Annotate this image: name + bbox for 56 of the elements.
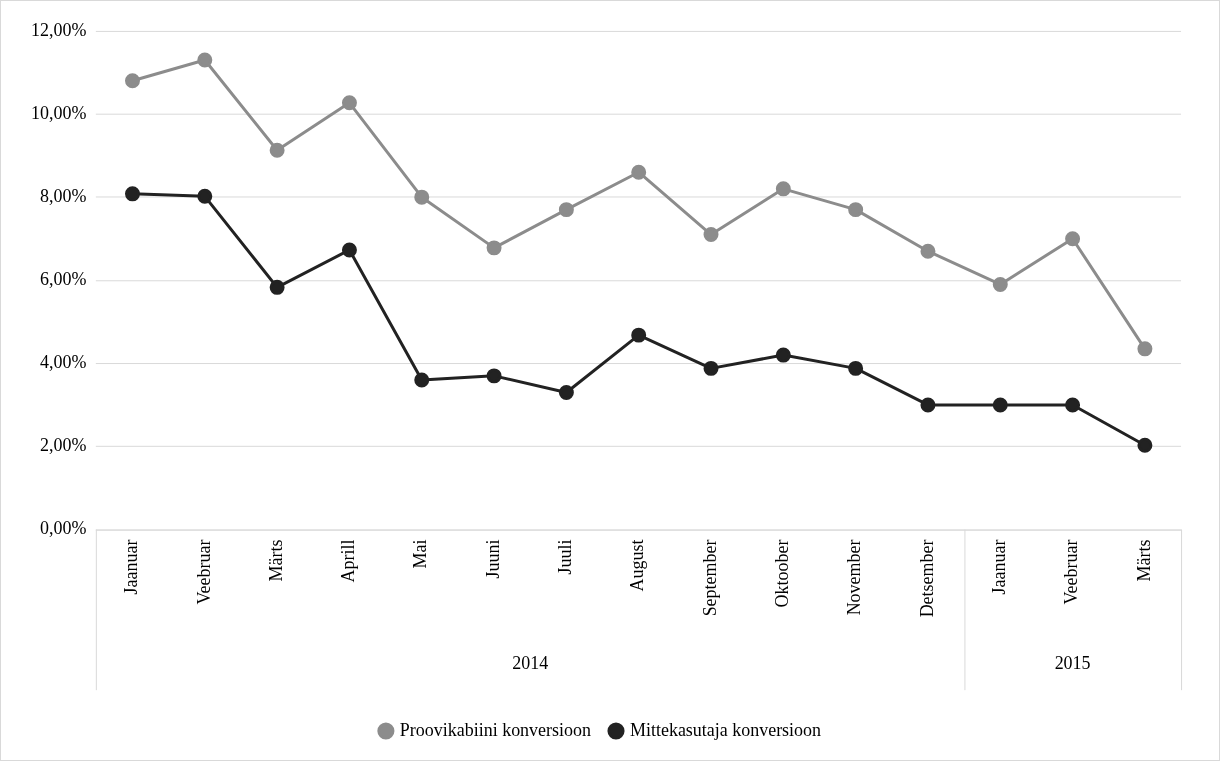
y-tick-label: 10,00% <box>30 102 87 123</box>
y-tick-label: 12,00% <box>30 19 87 40</box>
point <box>269 279 285 295</box>
x-tick-label: Märts <box>265 539 286 582</box>
point <box>486 240 502 256</box>
x-tick-label: Jaanuar <box>121 539 142 595</box>
point <box>1065 397 1081 413</box>
point <box>125 186 140 202</box>
y-tick-label: 6,00% <box>39 269 87 289</box>
point <box>775 347 791 363</box>
point <box>341 242 357 258</box>
point <box>631 164 647 180</box>
text: 2014 <box>512 652 549 673</box>
point <box>341 95 357 111</box>
text: 2015 <box>1054 652 1091 673</box>
x-tick-label: Oktoober <box>772 539 793 608</box>
point <box>703 227 719 243</box>
point <box>848 202 864 218</box>
point <box>269 142 285 158</box>
x-tick-label: Juuli <box>555 539 576 575</box>
legend-label: Proovikabiini konversioon <box>399 719 591 740</box>
x-tick-label: Aprill <box>338 539 359 583</box>
point <box>920 243 936 259</box>
point <box>1065 231 1081 247</box>
x-tick-label: Veebruar <box>193 539 214 605</box>
point <box>558 202 574 218</box>
x-tick-label: Mai <box>410 539 431 569</box>
point <box>848 360 864 376</box>
x-tick-label: Märts <box>1133 539 1154 582</box>
x-tick-label: Veebruar <box>1061 539 1082 605</box>
point <box>992 397 1008 413</box>
point <box>1137 341 1153 357</box>
x-tick-label: Detsember <box>916 539 937 618</box>
point <box>125 73 140 89</box>
y-tick-label: 2,00% <box>39 435 87 456</box>
x-tick-label: Juuni <box>482 539 503 579</box>
y-tick-label: 8,00% <box>39 185 87 206</box>
point <box>775 181 791 197</box>
point <box>486 368 502 384</box>
point <box>703 360 719 376</box>
point <box>197 188 213 204</box>
point <box>558 385 574 400</box>
point <box>920 397 936 413</box>
y-tick-label: 0,00% <box>39 518 87 539</box>
x-tick-label: September <box>699 539 720 617</box>
x-tick-label: Jaanuar <box>988 539 1009 595</box>
x-tick-label: August <box>627 539 648 592</box>
point <box>197 52 213 68</box>
point <box>414 189 430 205</box>
legend-label: Mittekasutaja konversioon <box>629 719 822 740</box>
point <box>631 327 647 343</box>
x-tick-label: November <box>844 539 865 616</box>
point <box>992 276 1008 292</box>
y-tick-label: 4,00% <box>39 352 87 373</box>
point <box>1137 437 1153 453</box>
point <box>414 372 430 388</box>
